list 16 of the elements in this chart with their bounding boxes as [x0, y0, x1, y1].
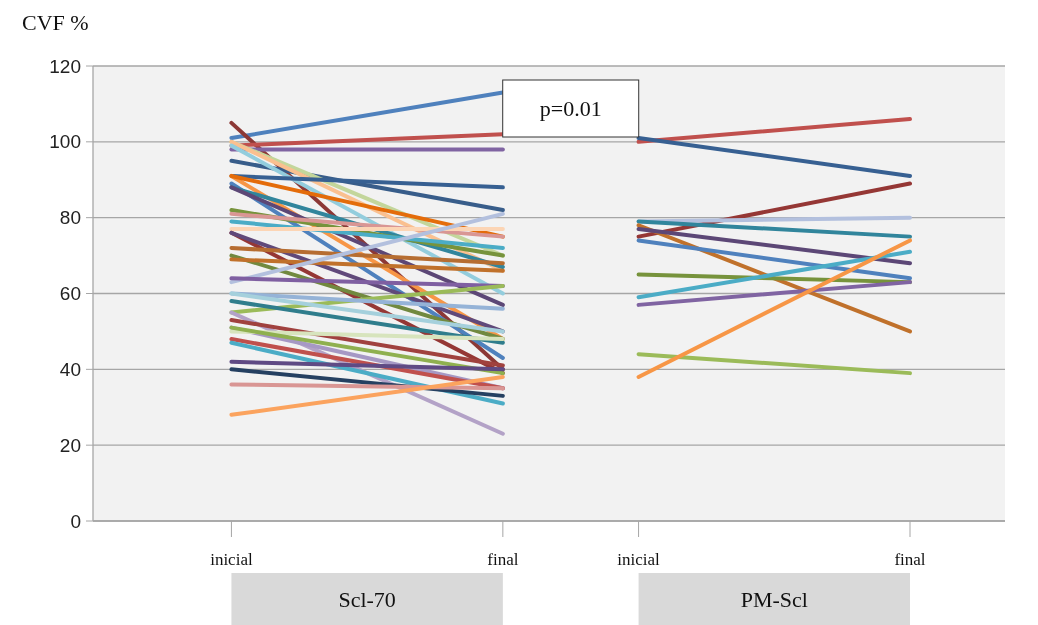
y-tick-label: 120 — [49, 55, 81, 77]
y-tick-label: 0 — [70, 510, 81, 532]
x-tick-label: final — [487, 550, 519, 569]
x-tick-label: inicial — [210, 550, 253, 569]
x-tick-label: inicial — [617, 550, 661, 569]
y-tick-label: 20 — [59, 434, 81, 456]
annotation: p=0.01 — [539, 95, 602, 121]
text: Scl-70 — [338, 586, 396, 612]
note-box: p=0.01 — [502, 79, 640, 138]
y-tick-label: 40 — [59, 358, 81, 380]
y-tick-label: 80 — [59, 207, 81, 229]
y-tick-label: 100 — [49, 131, 81, 153]
x-tick-label: final — [894, 550, 926, 569]
y-axis-title: CVF % — [22, 10, 89, 35]
text: PM-Scl — [740, 586, 808, 612]
y-tick-label: 60 — [59, 283, 81, 305]
